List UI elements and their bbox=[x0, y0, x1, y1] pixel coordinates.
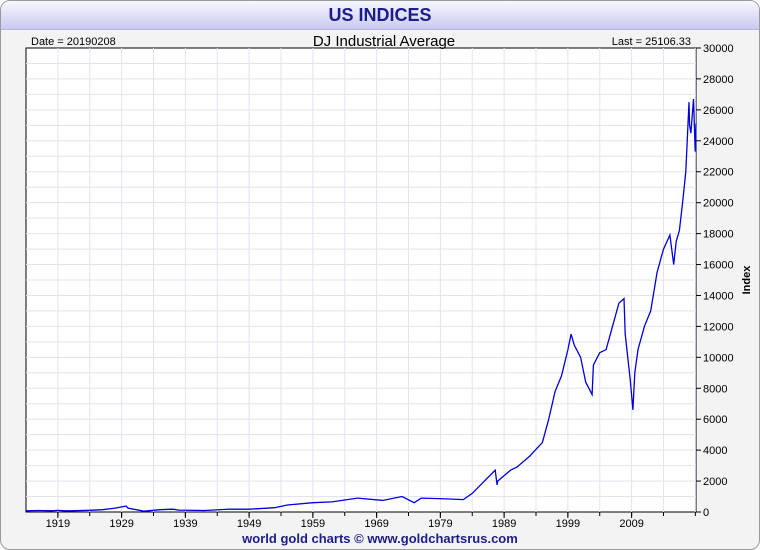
y-tick-label: 4000 bbox=[703, 445, 727, 457]
x-axis: 1919 1929 1939 1949 1959 1969 1979 1989 1999 2009 bbox=[46, 512, 696, 530]
y-tick-label: 10000 bbox=[703, 352, 734, 364]
y-tick-label: 2000 bbox=[703, 476, 727, 488]
y-tick-label: 18000 bbox=[703, 229, 734, 241]
y-tick-label: 28000 bbox=[703, 74, 734, 86]
x-tick-label: 1949 bbox=[237, 518, 261, 530]
footer-credit: world gold charts © www.goldchartsrus.co… bbox=[242, 531, 518, 546]
x-tick-label: 1999 bbox=[556, 518, 580, 530]
y-axis: 0 2000 4000 6000 8000 10000 12000 14000 16000 180… bbox=[696, 43, 734, 519]
y-tick-label: 30000 bbox=[703, 43, 734, 55]
y-tick-label: 8000 bbox=[703, 383, 727, 395]
x-tick-label: 1969 bbox=[364, 518, 388, 530]
last-label: Last = 25106.33 bbox=[612, 36, 691, 48]
page-title: US INDICES bbox=[328, 5, 432, 25]
y-axis-label: Index bbox=[741, 265, 753, 295]
y-tick-label: 20000 bbox=[703, 198, 734, 210]
y-tick-label: 22000 bbox=[703, 167, 734, 179]
y-tick-label: 24000 bbox=[703, 136, 734, 148]
series-line-dj-industrial-average bbox=[25, 98, 697, 512]
x-tick-label: 1959 bbox=[301, 518, 325, 530]
y-tick-label: 12000 bbox=[703, 321, 734, 333]
grid-lines bbox=[26, 48, 696, 512]
y-tick-label: 0 bbox=[703, 507, 709, 519]
y-tick-label: 14000 bbox=[703, 290, 734, 302]
header-bar: US INDICES bbox=[1, 1, 759, 30]
x-tick-label: 1939 bbox=[173, 518, 197, 530]
x-tick-label: 1929 bbox=[109, 518, 133, 530]
y-tick-label: 26000 bbox=[703, 105, 734, 117]
x-tick-label: 1989 bbox=[492, 518, 516, 530]
y-tick-label: 16000 bbox=[703, 260, 734, 272]
y-tick-label: 6000 bbox=[703, 414, 727, 426]
x-tick-label: 1979 bbox=[428, 518, 452, 530]
date-label: Date = 20190208 bbox=[31, 36, 116, 48]
x-tick-label: 1919 bbox=[46, 518, 70, 530]
chart-title: DJ Industrial Average bbox=[313, 33, 455, 50]
x-tick-label: 2009 bbox=[619, 518, 643, 530]
